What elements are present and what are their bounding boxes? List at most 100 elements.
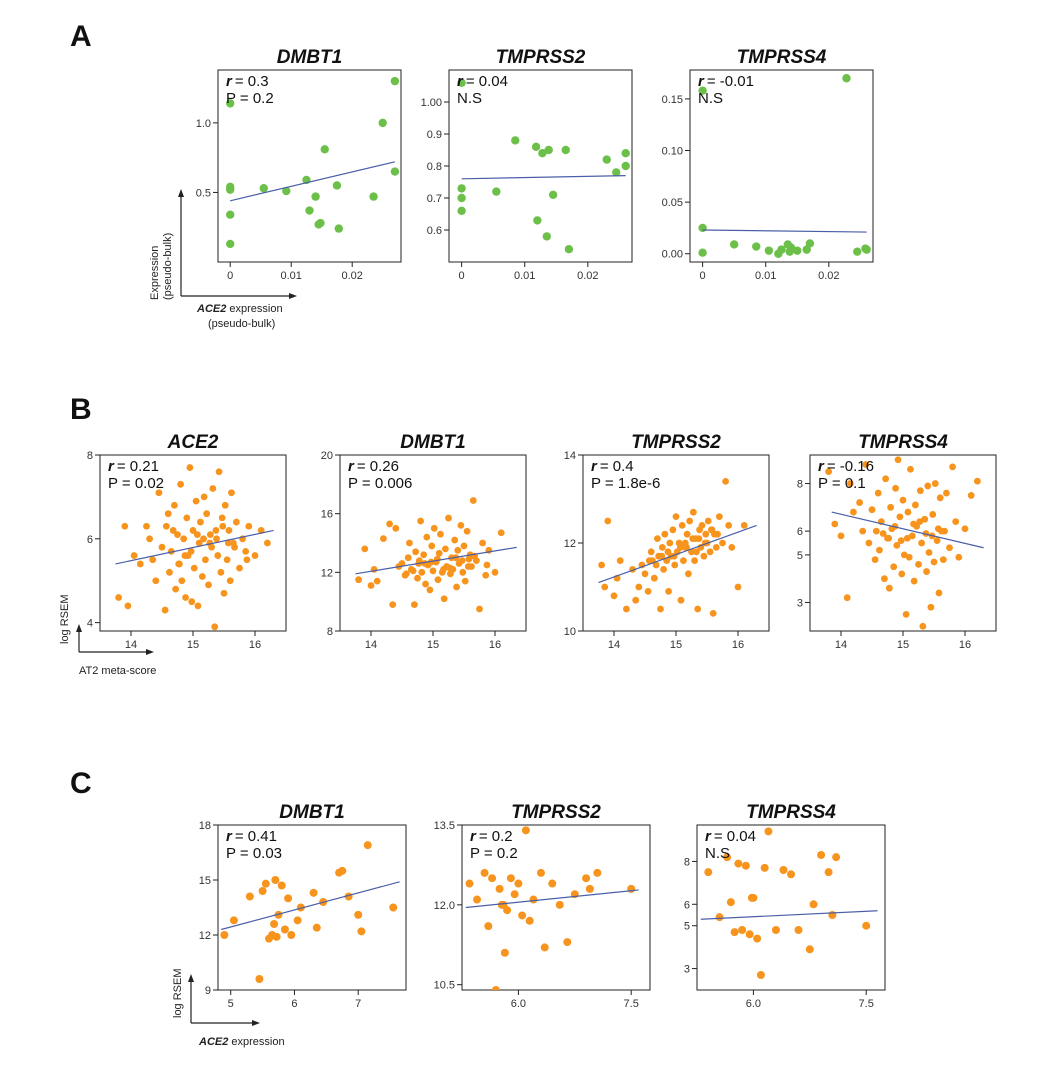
c2-plot-frame (461, 824, 651, 991)
b3-point (694, 605, 702, 613)
a2-y-tick-label: 0.9 (427, 129, 442, 141)
c2-point (563, 938, 572, 947)
b1-y-tick-label: 6 (87, 534, 93, 546)
a2-point (612, 168, 621, 177)
b1-point (188, 598, 196, 606)
b4-point (952, 518, 960, 525)
c1-point (284, 894, 293, 903)
panel-b-axis-note: log RSEM AT2 meta-score (59, 594, 156, 677)
b3-point (691, 557, 698, 564)
c2-point (627, 884, 636, 893)
panel-a-axis-note: Expression (pseudo-bulk) ACE2 expression… (149, 189, 297, 330)
b4-point (912, 501, 919, 509)
c1-point (363, 841, 372, 850)
b1-point (226, 577, 234, 585)
b2-point (417, 517, 424, 525)
b2-point (435, 549, 443, 557)
a2-point (457, 193, 466, 203)
c2-point (500, 948, 509, 957)
b4-r-value: = -0.16 (827, 458, 874, 475)
b3-point (689, 535, 697, 542)
b3-point (676, 544, 684, 551)
a2-point (457, 78, 466, 88)
b4-point (961, 525, 969, 533)
c1-point (229, 916, 238, 925)
b2-y-tick-label: 12 (321, 567, 333, 579)
a3-plot-frame (689, 69, 874, 263)
a3-fit-line (702, 229, 867, 233)
c2-point (484, 922, 493, 931)
b2-point (429, 567, 437, 575)
b1-point (178, 577, 186, 585)
b2-x-tick-label: 14 (365, 639, 377, 651)
a2-point (457, 184, 466, 193)
b4-point (927, 603, 935, 611)
panel-a-y-note-line1: Expression (149, 246, 161, 300)
b2-point (483, 561, 491, 569)
b4-point (837, 532, 845, 540)
b4-point (943, 489, 950, 497)
b4-point (843, 594, 851, 602)
b2-point (434, 576, 442, 584)
c1-points (220, 841, 398, 983)
b3-point (650, 574, 658, 582)
b2-point (442, 545, 449, 553)
a2-point (544, 145, 553, 155)
b3-x-tick-label: 14 (608, 639, 620, 651)
b3-point (654, 535, 661, 542)
b4-point (881, 575, 888, 583)
b4-point (897, 537, 905, 545)
a3-point (786, 243, 796, 252)
b2-r-symbol: r (348, 458, 355, 475)
a3-y-tick-label: 0.05 (662, 197, 683, 209)
c1-y-tick-label: 12 (199, 930, 211, 942)
b4-point (916, 487, 924, 495)
b4-point (931, 480, 939, 487)
c1-point (271, 876, 280, 884)
b1-point (152, 577, 160, 585)
a3-x-tick-label: 0.01 (755, 270, 776, 282)
b3-y-tick-label: 10 (564, 626, 576, 638)
c2-point (525, 916, 534, 925)
b2-point (463, 527, 471, 535)
b3-point (647, 548, 655, 556)
a1-point (226, 185, 235, 194)
b2-point (440, 595, 448, 603)
a3-p-stat: N.S (698, 90, 723, 107)
b1-point (243, 556, 251, 564)
b1-point (251, 552, 259, 559)
b4-point (885, 534, 893, 542)
b3-r-value: = 0.4 (600, 458, 634, 475)
b2-point (404, 554, 412, 562)
b4-point (896, 513, 904, 521)
b2-point (454, 546, 462, 554)
b4-r-stat: r = -0.16 (818, 458, 874, 475)
b3-point (722, 478, 729, 485)
c3-point (817, 851, 826, 859)
b3-point (644, 588, 652, 595)
b4-point (871, 556, 879, 564)
a2-title: TMPRSS2 (496, 47, 586, 68)
c1-point (338, 866, 347, 875)
b2-point (406, 539, 413, 547)
b4-point (974, 477, 981, 485)
b4-point (876, 546, 883, 554)
c2-point (593, 868, 602, 877)
c2-y-tick-label: 13.5 (434, 820, 455, 832)
a1-point (282, 186, 291, 196)
c2-point (495, 884, 504, 893)
b2-point (464, 563, 472, 570)
c2-r-value: = 0.2 (479, 828, 513, 845)
panel-a-x-note-line2: (pseudo-bulk) (208, 318, 275, 330)
c3-point (760, 863, 769, 872)
c3-point (809, 900, 818, 909)
panel-a-y-arrowhead-icon (178, 189, 184, 197)
a1-point (316, 218, 325, 228)
a1-point (311, 192, 320, 201)
a2-point (538, 149, 547, 158)
b1-point (220, 589, 228, 597)
b4-y-tick-label: 5 (797, 550, 803, 562)
b1-r-stat: r = 0.21 (108, 458, 159, 475)
a3-y-tick-label: 0.10 (662, 146, 683, 158)
b1-point (192, 497, 200, 505)
